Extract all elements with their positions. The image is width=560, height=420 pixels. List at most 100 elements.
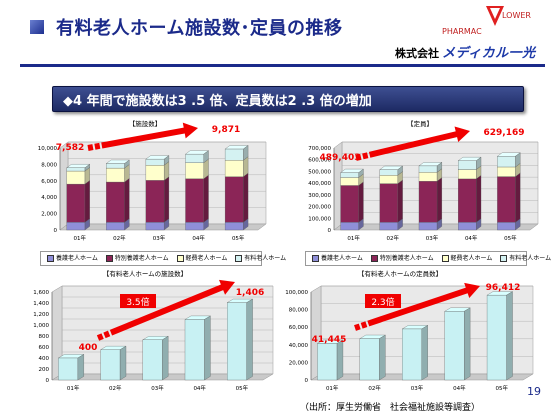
- bar: [497, 156, 516, 168]
- bar: [340, 177, 359, 186]
- page-number: 19: [527, 385, 541, 398]
- bar: [497, 222, 516, 231]
- x-tick-label: 02年: [387, 234, 400, 242]
- legend-swatch: [500, 255, 508, 262]
- trend-arrow-dash: [87, 144, 94, 151]
- bar: [418, 165, 438, 173]
- company-name: 株式会社 メディカル一光: [395, 42, 536, 61]
- bar-side: [84, 180, 90, 223]
- x-tick-label: 01年: [74, 234, 87, 242]
- x-tick-label: 03年: [153, 234, 166, 242]
- bar: [58, 357, 78, 381]
- trend-arrow-dash: [354, 323, 361, 331]
- y-tick-label: 100,000: [285, 290, 308, 296]
- bar-side: [336, 339, 344, 381]
- x-tick-label: 01年: [326, 384, 339, 392]
- trend-arrow: [87, 122, 198, 151]
- bar-side: [379, 334, 386, 381]
- bar-side: [119, 345, 127, 381]
- chart-title: 【定員】: [407, 119, 433, 128]
- trend-arrow-dash: [355, 153, 362, 161]
- trend-arrow-dash: [362, 152, 369, 160]
- y-tick-label: 300,000: [308, 193, 331, 199]
- chart-capacity-stacked: 0 100,000 200,000 300,000 400,000 500,000 600,…: [290, 118, 540, 252]
- legend-item: 有料老人ホーム: [235, 252, 286, 265]
- x-tick-label: 02年: [109, 384, 122, 392]
- bar: [145, 159, 165, 166]
- bar: [497, 166, 516, 177]
- y-tick-label: 6,000: [41, 179, 57, 185]
- bar: [340, 172, 359, 178]
- chart-paid-facilities: 0 200 400 600 800 1,000 1,200 1,400 1,600 01年 02年 0…: [20, 268, 275, 402]
- bar: [100, 349, 121, 381]
- trend-arrow-head: [454, 126, 471, 143]
- x-tick-label: 04年: [193, 384, 206, 392]
- trend-arrow-dash: [103, 330, 111, 339]
- y-tick-label: 200: [39, 367, 50, 373]
- legend-item: 軽費老人ホーム: [176, 252, 227, 265]
- bar: [185, 154, 204, 163]
- company-prefix: 株式会社: [395, 47, 439, 60]
- chart-paid-capacity: 0 20,000 40,000 60,000 80,000 100,000 01年 02年 03…: [275, 268, 535, 402]
- x-tick-label: 01年: [67, 384, 80, 392]
- y-tick-label: 1,400: [33, 301, 49, 307]
- chart-title: 【有料老人ホームの施設数】: [103, 269, 187, 278]
- bar: [379, 183, 398, 223]
- bar: [340, 185, 359, 223]
- logo-text-2: LOWER: [502, 11, 531, 20]
- bar: [458, 160, 477, 170]
- y-tick-label: 2,000: [41, 212, 57, 218]
- bar: [185, 178, 204, 223]
- bar: [106, 181, 125, 223]
- bar: [359, 338, 380, 381]
- x-tick-label: 05年: [496, 384, 509, 392]
- bar-side: [162, 335, 169, 381]
- trend-arrow-head: [182, 122, 198, 139]
- bar-side: [506, 291, 513, 381]
- y-tick-label: 0: [54, 228, 58, 234]
- bar-side: [246, 298, 253, 381]
- header-divider: [20, 64, 545, 67]
- y-tick-label: 80,000: [289, 308, 309, 314]
- bar-side: [515, 172, 521, 223]
- bar: [66, 183, 86, 223]
- y-tick-label: 40,000: [289, 343, 309, 349]
- legend-swatch: [441, 255, 449, 262]
- y-tick-label: 60,000: [289, 325, 309, 331]
- page-title: 有料老人ホーム施設数･定員の推移: [56, 18, 343, 39]
- company-logo: PHARMAC LOWER: [440, 4, 550, 48]
- logo-text-1: PHARMAC: [442, 27, 482, 36]
- bar: [227, 302, 247, 381]
- trend-arrow-dash: [96, 333, 104, 341]
- bar: [184, 319, 205, 381]
- y-tick-label: 1,200: [33, 312, 49, 318]
- x-tick-label: 05年: [232, 234, 245, 242]
- legend-facilities: 養護老人ホーム 特別養護老人ホーム 軽費老人ホーム 有料老人ホーム: [40, 251, 286, 266]
- title-bullet-icon: [30, 20, 44, 34]
- bar: [444, 311, 465, 381]
- annotation-start-value: 400: [79, 343, 98, 353]
- y-tick-label: 20,000: [289, 360, 309, 366]
- y-tick-label: 500,000: [308, 169, 331, 175]
- bar: [185, 162, 204, 179]
- y-tick-label: 400,000: [308, 181, 331, 187]
- x-tick-label: 05年: [236, 384, 249, 392]
- bar: [66, 170, 86, 185]
- y-tick-label: 100,000: [308, 216, 331, 222]
- bar: [106, 222, 125, 231]
- bar: [497, 176, 516, 223]
- y-tick-label: 700,000: [308, 146, 331, 152]
- bar: [224, 176, 244, 223]
- x-tick-label: 04年: [465, 234, 478, 242]
- trend-arrow-shaft: [368, 130, 460, 158]
- bar: [145, 222, 165, 231]
- y-tick-label: 1,600: [33, 290, 49, 296]
- x-tick-label: 03年: [411, 384, 424, 392]
- legend-item: 養護老人ホーム: [312, 252, 363, 265]
- ratio-badge-label: 2.3倍: [371, 296, 394, 308]
- trend-arrow-dash: [94, 142, 101, 150]
- y-tick-label: 8,000: [41, 162, 57, 168]
- bar: [418, 172, 438, 182]
- bar: [106, 167, 125, 183]
- bar: [224, 222, 244, 231]
